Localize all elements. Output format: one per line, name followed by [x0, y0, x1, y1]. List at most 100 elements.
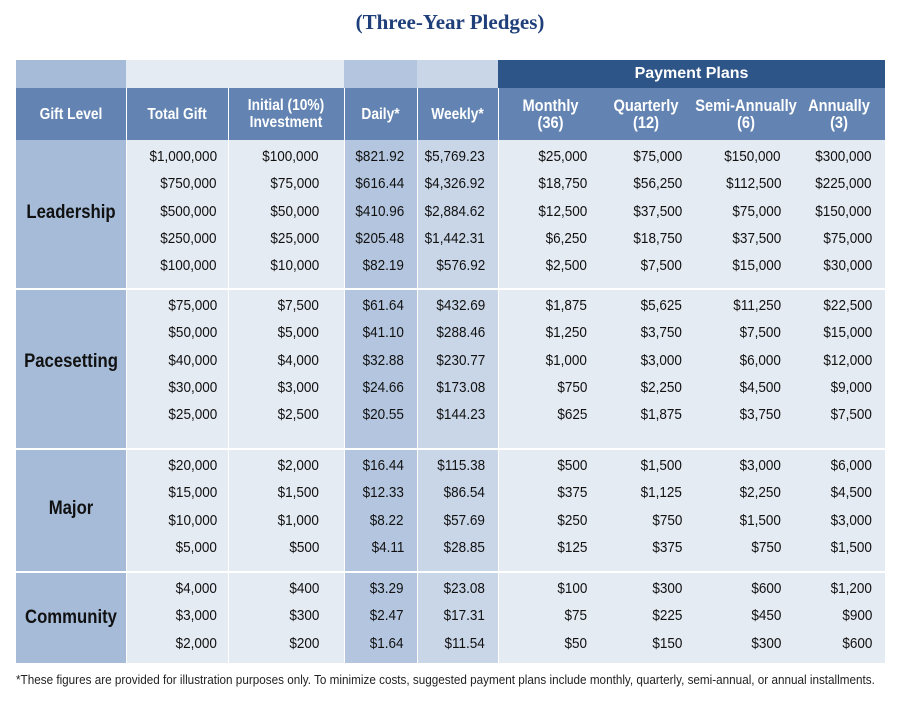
table-cell: $30,000 — [823, 257, 872, 275]
table-cell: $115.38 — [437, 457, 485, 474]
table-cell: $576.92 — [436, 257, 485, 275]
table-cell: $1.64 — [370, 634, 404, 652]
footnote: *These figures are provided for illustra… — [16, 672, 875, 687]
table-cell: $750,000 — [160, 175, 217, 193]
table-cell: $28.85 — [443, 538, 485, 556]
header-monthly: Monthly (36) — [522, 96, 579, 132]
table-cell: $6,000 — [739, 351, 781, 369]
table-cell: $625 — [556, 406, 587, 424]
table-cell: $3,000 — [739, 457, 781, 474]
table-cell: $11.54 — [444, 634, 485, 652]
header-gift-level: Gift Level — [39, 105, 103, 123]
table-cell: $75,000 — [732, 202, 781, 220]
col-bg-plans — [498, 60, 885, 663]
header-total-gift: Total Gift — [147, 105, 207, 123]
table-cell: $288.46 — [436, 324, 485, 342]
gift-level-label: Pacesetting — [24, 351, 118, 373]
separator — [228, 88, 229, 663]
table-cell: $3,000 — [175, 607, 217, 625]
header-semi-annually: Semi-Annually (6) — [695, 96, 797, 132]
header-band-weekly — [344, 88, 498, 140]
table-cell: $1,000,000 — [149, 148, 217, 165]
table-cell: $300 — [288, 607, 319, 625]
header-quarterly: Quarterly (12) — [613, 96, 679, 132]
section-divider — [16, 448, 885, 450]
table-cell: $50,000 — [270, 202, 319, 220]
header-weekly: Weekly* — [431, 105, 484, 123]
table-cell: $25,000 — [270, 229, 319, 247]
table-cell: $600 — [841, 634, 872, 652]
table-cell: $16.44 — [362, 457, 404, 474]
table-cell: $750 — [750, 538, 781, 556]
table-cell: $25,000 — [538, 148, 587, 165]
table-cell: $616.44 — [355, 175, 404, 193]
table-cell: $4,000 — [277, 351, 319, 369]
table-cell: $5,000 — [175, 538, 217, 556]
section-divider — [16, 571, 885, 573]
table-cell: $41.10 — [362, 324, 404, 342]
table-cell: $1,250 — [545, 324, 587, 342]
table-cell: $37,500 — [732, 229, 781, 247]
table-cell: $24.66 — [362, 378, 404, 396]
table-cell: $450 — [750, 607, 781, 625]
col-bg-level — [16, 60, 126, 663]
table-cell: $9,000 — [830, 378, 872, 396]
table-cell: $7,500 — [640, 257, 682, 275]
table-cell: $4.11 — [371, 538, 404, 556]
table-cell: $1,000 — [277, 511, 319, 529]
table-cell: $150,000 — [815, 202, 872, 220]
table-cell: $250 — [556, 511, 587, 529]
table-cell: $10,000 — [270, 257, 319, 275]
pledge-table: Payment Plans Gift Level Total Gift Init… — [16, 60, 885, 663]
table-cell: $15,000 — [732, 257, 781, 275]
table-cell: $4,500 — [830, 484, 872, 502]
page-title: (Three-Year Pledges) — [355, 10, 545, 34]
table-cell: $1,442.31 — [424, 229, 485, 247]
table-cell: $1,500 — [739, 511, 781, 529]
table-cell: $10,000 — [168, 511, 217, 529]
table-cell: $750 — [556, 378, 587, 396]
payment-plans-header: Payment Plans — [498, 60, 885, 88]
table-cell: $1,500 — [277, 484, 319, 502]
separator — [417, 88, 418, 663]
table-cell: $500,000 — [160, 202, 217, 220]
table-cell: $3.29 — [370, 580, 404, 597]
table-cell: $2.47 — [370, 607, 404, 625]
section-divider — [16, 288, 885, 290]
separator — [498, 88, 499, 663]
gift-level-label: Leadership — [26, 202, 116, 224]
table-cell: $12,000 — [823, 351, 872, 369]
col-bg-initial — [228, 60, 344, 663]
table-cell: $75,000 — [168, 297, 217, 314]
table-cell: $225 — [651, 607, 682, 625]
table-cell: $375 — [651, 538, 682, 556]
gift-level-label: Community — [25, 606, 117, 628]
table-cell: $300 — [750, 634, 781, 652]
table-cell: $2,250 — [739, 484, 781, 502]
table-cell: $230.77 — [436, 351, 485, 369]
table-cell: $20.55 — [362, 406, 404, 424]
table-cell: $7,500 — [739, 324, 781, 342]
table-cell: $1,125 — [640, 484, 682, 502]
table-cell: $40,000 — [168, 351, 217, 369]
table-cell: $2,000 — [277, 457, 319, 474]
table-cell: $2,500 — [545, 257, 587, 275]
table-cell: $6,000 — [830, 457, 872, 474]
table-cell: $125 — [556, 538, 587, 556]
table-cell: $18,750 — [633, 229, 682, 247]
table-cell: $7,500 — [830, 406, 872, 424]
table-cell: $144.23 — [436, 406, 485, 424]
table-cell: $37,500 — [633, 202, 682, 220]
gift-level-label: Major — [48, 497, 94, 519]
table-cell: $75,000 — [633, 148, 682, 165]
table-cell: $1,000 — [545, 351, 587, 369]
table-cell: $12.33 — [362, 484, 404, 502]
table-cell: $1,875 — [640, 406, 682, 424]
table-cell: $205.48 — [355, 229, 404, 247]
table-cell: $2,250 — [640, 378, 682, 396]
table-cell: $61.64 — [362, 297, 404, 314]
table-cell: $100 — [556, 580, 587, 597]
col-bg-weekly — [417, 60, 498, 663]
table-cell: $410.96 — [355, 202, 404, 220]
header-daily: Daily* — [361, 105, 400, 123]
